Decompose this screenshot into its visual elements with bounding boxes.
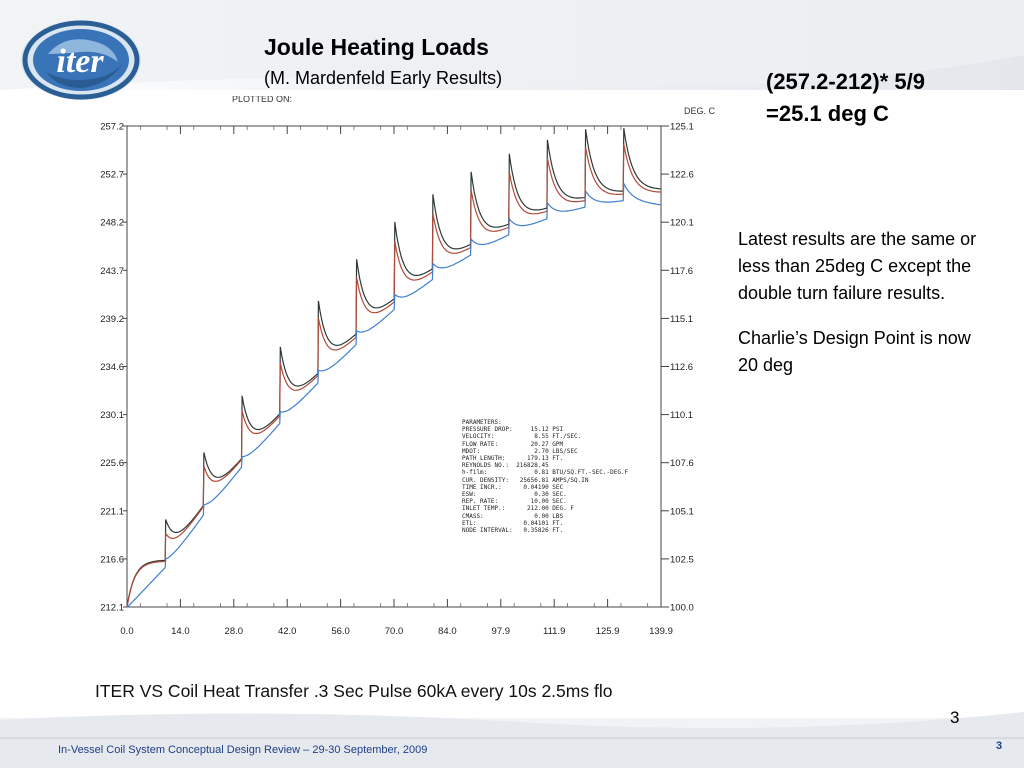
y-right-tick-label: 115.1 <box>670 314 693 325</box>
x-tick-label: 139.9 <box>649 626 673 637</box>
y-right-tick-label: 102.5 <box>670 554 694 565</box>
parameter-row: PRESSURE DROP: 15.12 PSI <box>462 426 564 434</box>
formula-block: (257.2-212)* 5/9 =25.1 deg C <box>766 66 925 130</box>
y-left-tick-label: 221.1 <box>100 506 124 517</box>
parameter-row: REYNOLDS NO.: 216828.45 <box>462 462 553 470</box>
series-line-1 <box>126 128 662 608</box>
parameter-row: CMASS: 0.00 LBS <box>462 512 564 520</box>
x-tick-label: 97.9 <box>492 626 511 637</box>
slide-title: Joule Heating Loads <box>264 34 489 60</box>
slide-number: 3 <box>996 740 1003 752</box>
parameter-row: ETL: 0.04101 FT. <box>462 519 564 527</box>
plotted-on-label: PLOTTED ON: <box>232 96 292 104</box>
parameter-row: VELOCITY: 8.55 FT./SEC. <box>462 433 582 441</box>
parameter-row: INLET TEMP.: 212.00 DEG. F <box>462 505 574 513</box>
parameter-row: FLOW RATE: 20.27 GPM <box>462 440 564 448</box>
x-tick-label: 70.0 <box>385 626 404 637</box>
y-left-tick-label: 243.7 <box>100 266 124 277</box>
x-tick-label: 125.9 <box>596 626 620 637</box>
note-paragraph: Charlie’s Design Point is now 20 deg <box>738 328 971 375</box>
series-line-3 <box>127 181 662 608</box>
y-left-tick-label: 230.1 <box>100 410 124 421</box>
parameter-row: REP. RATE: 10.00 SEC. <box>462 498 567 506</box>
y-left-tick-label: 239.2 <box>100 314 124 325</box>
y-right-tick-label: 110.1 <box>670 410 693 421</box>
right-axis-unit: DEG. C <box>684 106 716 116</box>
parameters-table: PARAMETERS: PRESSURE DROP: 15.12 PSI VELOC… <box>462 419 628 534</box>
parameter-row: h-film: 0.81 BTU/SQ.FT.-SEC.-DEG.F <box>462 469 629 477</box>
logo-text: iter <box>56 43 104 80</box>
plot-frame <box>126 125 662 608</box>
y-right-tick-label: 120.1 <box>670 218 694 229</box>
y-right-tick-label: 125.1 <box>670 122 694 133</box>
y-right-tick-label: 122.6 <box>670 170 694 181</box>
formula-line: (257.2-212)* 5/9 <box>766 69 925 94</box>
y-left-tick-label: 252.7 <box>100 170 124 181</box>
x-tick-label: 14.0 <box>171 626 190 637</box>
y-left-tick-label: 225.6 <box>100 458 124 469</box>
notes-block: Latest results are the same or less than… <box>738 226 978 397</box>
parameter-row: NODE INTERVAL: 0.35826 FT. <box>462 527 564 535</box>
x-tick-label: 111.9 <box>543 626 565 637</box>
note-paragraph: Latest results are the same or less than… <box>738 229 977 303</box>
x-tick-label: 42.0 <box>278 626 297 637</box>
x-tick-label: 0.0 <box>120 626 133 637</box>
parameter-row: MDOT: 2.70 LBS/SEC <box>462 447 578 455</box>
parameter-row: PARAMETERS: <box>462 419 502 426</box>
y-right-tick-label: 112.6 <box>670 362 693 373</box>
slide-subtitle: (M. Mardenfeld Early Results) <box>264 68 503 88</box>
x-tick-label: 28.0 <box>225 626 244 637</box>
y-right-tick-label: 107.6 <box>670 458 694 469</box>
parameter-row: PATH LENGTH: 179.13 FT. <box>462 455 564 463</box>
footer-text: In-Vessel Coil System Conceptual Design … <box>58 744 428 756</box>
parameter-row: ESW: 0.30 SEC. <box>462 491 567 499</box>
y-right-tick-label: 105.1 <box>670 506 694 517</box>
y-left-tick-label: 212.1 <box>100 603 124 614</box>
x-tick-label: 56.0 <box>331 626 350 637</box>
parameter-row: TIME INCR.: 0.04190 SEC <box>462 483 564 491</box>
temperature-chart: PLOTTED ON: DEG. C 0.0 14.0 28.0 42.0 56.0 70… <box>100 96 716 638</box>
y-right-tick-label: 100.0 <box>670 603 694 614</box>
page-number: 3 <box>950 708 960 727</box>
series-line-2 <box>126 143 662 608</box>
y-left-tick-label: 248.2 <box>100 218 124 229</box>
y-left-tick-label: 257.2 <box>100 122 124 133</box>
formula-line: =25.1 deg C <box>766 101 889 126</box>
chart-layer: 0.0 14.0 28.0 42.0 56.0 70.0 84.0 97.9 111.9 125.… <box>100 122 694 638</box>
y-left-tick-label: 234.6 <box>100 362 124 373</box>
iter-logo: iter <box>21 20 141 100</box>
plot-caption: ITER VS Coil Heat Transfer .3 Sec Pulse … <box>95 681 613 701</box>
x-tick-label: 84.0 <box>438 626 457 637</box>
parameter-row: CUR. DENSITY: 25656.81 AMPS/SQ.IN <box>462 476 589 484</box>
y-left-tick-label: 216.6 <box>100 554 124 565</box>
y-right-tick-label: 117.6 <box>670 266 693 277</box>
